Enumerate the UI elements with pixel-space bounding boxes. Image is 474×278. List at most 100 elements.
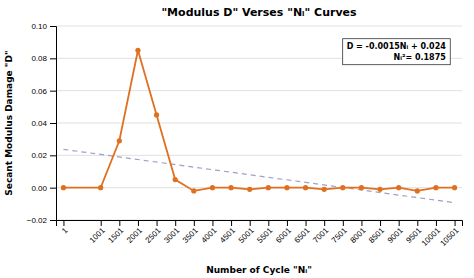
- grid-line: [56, 90, 462, 91]
- y-tick-label: 0.06: [31, 87, 47, 96]
- x-tick-label: 4001: [200, 226, 219, 245]
- x-tick: 10501: [438, 220, 460, 248]
- x-axis-title: Number of Cycle "Nᵢ": [206, 265, 312, 275]
- x-tick-mark: [119, 220, 120, 226]
- x-tick-label: 7501: [330, 226, 349, 245]
- x-tick: 3001: [162, 220, 181, 245]
- y-tick: 0.06: [31, 87, 56, 96]
- x-tick-mark: [380, 220, 381, 226]
- point: [173, 177, 178, 182]
- x-tick-label: 3001: [162, 226, 181, 245]
- point: [135, 48, 140, 53]
- x-tick: 9001: [386, 220, 405, 245]
- x-tick-mark: [324, 220, 325, 226]
- x-tick: 2001: [125, 220, 144, 245]
- x-tick-label: 7001: [311, 226, 330, 245]
- x-axis: 1 100115012001250130013501400145015001550…: [57, 220, 463, 248]
- x-tick-label: 6001: [274, 226, 293, 245]
- y-tick: 0.10: [31, 22, 56, 31]
- point: [377, 187, 382, 192]
- y-tick-label: 0.04: [31, 119, 47, 128]
- x-tick-label: 2001: [125, 226, 144, 245]
- y-tick-mark: [50, 155, 56, 156]
- x-tick: 6001: [274, 220, 293, 245]
- y-tick-mark: [50, 26, 56, 27]
- y-axis-title: Secant Modulus Damage "D": [4, 50, 14, 195]
- y-tick-mark: [50, 220, 56, 221]
- point: [303, 185, 308, 190]
- annotation-line: D = -0.0015Nᵢ + 0.024: [347, 42, 447, 51]
- y-axis: −0.02 0.00 0.02 0.04 0.06 0.08 0.10: [27, 22, 57, 225]
- x-tick: 3501: [181, 220, 200, 245]
- x-tick-mark: [399, 220, 400, 226]
- x-tick-label: 6501: [293, 226, 312, 245]
- y-tick-mark: [50, 188, 56, 189]
- x-tick-mark: [101, 220, 102, 226]
- x-tick: 4001: [200, 220, 219, 245]
- x-tick-label: 5501: [255, 226, 274, 245]
- markers: [61, 48, 457, 194]
- point: [415, 188, 420, 193]
- point: [61, 185, 66, 190]
- x-tick: 1: [60, 220, 70, 235]
- x-tick-mark: [343, 220, 344, 226]
- point: [359, 185, 364, 190]
- marks: [61, 48, 457, 203]
- x-tick: 1501: [106, 220, 125, 245]
- x-axis-line: [57, 221, 463, 227]
- x-tick: 8001: [348, 220, 367, 245]
- x-tick-mark: [231, 220, 232, 226]
- y-tick-label: 0.00: [31, 184, 47, 193]
- point: [284, 185, 289, 190]
- annotation-text: D = -0.0015Nᵢ + 0.024Nᵢ²= 0.1875: [347, 42, 447, 62]
- y-tick: 0.04: [31, 119, 56, 128]
- y-axis-line: [50, 27, 57, 221]
- x-tick: 8501: [367, 220, 386, 245]
- x-tick-mark: [306, 220, 307, 226]
- x-tick: 2501: [144, 220, 163, 245]
- point: [322, 187, 327, 192]
- x-tick-mark: [287, 220, 288, 226]
- x-tick: 5001: [237, 220, 256, 245]
- plot: 1 100115012001250130013501400145015001550…: [27, 22, 463, 248]
- point: [396, 185, 401, 190]
- x-tick-mark: [436, 220, 437, 226]
- x-tick-label: 1001: [88, 226, 107, 245]
- annotation-box: [343, 39, 451, 65]
- x-tick: 1001: [88, 220, 107, 245]
- x-tick-label: 3501: [181, 226, 200, 245]
- grid-line: [56, 123, 462, 124]
- grid-line: [56, 26, 462, 27]
- x-tick: 10001: [420, 220, 442, 248]
- y-tick-label: −0.02: [27, 216, 48, 225]
- x-tick-label: 2501: [144, 226, 163, 245]
- trend-line: [63, 149, 454, 202]
- y-tick: 0.08: [31, 54, 56, 63]
- y-tick-label: 0.10: [31, 22, 47, 31]
- x-tick-mark: [157, 220, 158, 226]
- x-tick-label: 10501: [438, 226, 460, 248]
- point: [210, 185, 215, 190]
- x-tick-mark: [212, 220, 213, 226]
- y-tick-mark: [50, 91, 56, 92]
- grid: [56, 26, 462, 220]
- x-tick: 7001: [311, 220, 330, 245]
- y-tick-mark: [50, 123, 56, 124]
- point: [266, 185, 271, 190]
- y-tick-mark: [50, 58, 56, 59]
- y-tick: 0.00: [31, 184, 56, 193]
- x-tick-label: 1501: [106, 226, 125, 245]
- chart: 1 100115012001250130013501400145015001550…: [0, 0, 474, 278]
- point: [228, 185, 233, 190]
- point: [117, 138, 122, 143]
- x-tick-mark: [268, 220, 269, 226]
- x-tick-mark: [250, 220, 251, 226]
- x-tick-mark: [138, 220, 139, 226]
- y-tick-label: 0.02: [31, 151, 47, 160]
- x-tick-mark: [194, 220, 195, 226]
- y-tick-label: 0.08: [31, 54, 47, 63]
- x-tick: 4501: [218, 220, 237, 245]
- point: [247, 187, 252, 192]
- x-tick-label: 9001: [386, 226, 405, 245]
- point: [98, 185, 103, 190]
